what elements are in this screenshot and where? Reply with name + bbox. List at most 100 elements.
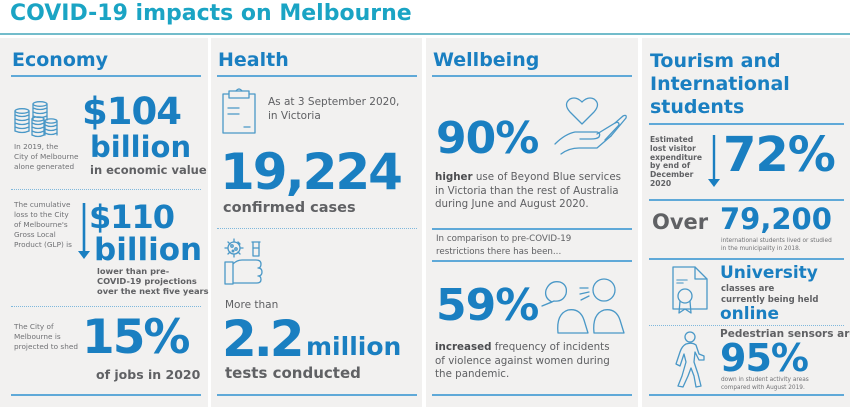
- health-panel: [211, 38, 422, 407]
- health-tests-unit: million: [306, 332, 402, 361]
- wellbeing-divider: [432, 260, 632, 262]
- clipboard-icon: [222, 88, 256, 134]
- intro-line: in Victoria: [268, 110, 321, 122]
- heart-hand-icon: [554, 97, 627, 155]
- down-arrow-icon: [708, 135, 720, 187]
- health-tests-intro: More than: [225, 299, 279, 311]
- tourism-pedestrian-caption: down in student activity areas compared …: [721, 376, 809, 392]
- heading-line: students: [650, 96, 745, 118]
- health-tests-value: 2.2: [222, 310, 305, 368]
- tourism-students-prefix: Over: [652, 210, 709, 234]
- heading-line: Tourism and: [650, 50, 781, 72]
- heading-line: International: [650, 73, 790, 95]
- economy-divider: [11, 306, 201, 307]
- wellbeing-violence-caption: increased frequency of incidents of viol…: [435, 341, 635, 382]
- down-arrow-icon: [78, 203, 90, 259]
- intro-line: projected to shed: [14, 342, 78, 351]
- caption-line: during June and August 2020.: [435, 198, 589, 210]
- tourism-bottom-rule: [649, 394, 844, 396]
- economy-gross-caption: in economic value: [90, 163, 207, 177]
- tourism-students-value: 79,200: [720, 202, 832, 236]
- economy-loss-value: $110: [89, 198, 175, 236]
- intro-line: expenditure: [650, 152, 703, 162]
- caption-line: classes are: [721, 284, 775, 294]
- economy-bottom-rule: [11, 394, 201, 396]
- intro-line: In 2019, the: [14, 142, 59, 151]
- health-cases-value: 19,224: [220, 143, 403, 201]
- intro-line: Estimated: [650, 135, 694, 144]
- tourism-divider: [649, 199, 844, 201]
- economy-jobs-value: 15%: [82, 310, 190, 365]
- intro-line: alone generated: [14, 162, 75, 171]
- caption-line: lower than pre-: [97, 266, 170, 276]
- health-bottom-rule: [217, 394, 417, 396]
- intro-line: Gross Local: [14, 230, 56, 239]
- intro-line: by end of: [650, 161, 691, 171]
- tourism-university-title: University: [720, 263, 818, 283]
- intro-line: Melbourne is: [14, 332, 61, 341]
- economy-gross-value: $104: [82, 90, 182, 133]
- certificate-icon: [672, 266, 708, 314]
- wellbeing-comparison-text: In comparison to pre-COVID-19 restrictio…: [436, 233, 571, 258]
- wellbeing-divider: [432, 228, 632, 230]
- tourism-visitor-intro: Estimated lost visitor expenditure by en…: [650, 135, 703, 189]
- economy-divider: [11, 189, 201, 190]
- economy-heading: Economy: [12, 49, 109, 71]
- economy-stat1-intro: In 2019, the City of Melbourne alone gen…: [14, 142, 84, 172]
- economy-loss-unit: billion: [94, 232, 203, 268]
- title-divider: [0, 33, 850, 35]
- intro-line: December: [650, 170, 694, 180]
- tourism-divider: [649, 258, 844, 260]
- health-tests-caption: tests conducted: [225, 364, 361, 382]
- conversation-people-icon: [541, 278, 625, 334]
- health-cases-caption: confirmed cases: [223, 200, 356, 216]
- economy-heading-rule: [11, 75, 201, 77]
- caption-line: international students lived or studied: [721, 238, 832, 244]
- caption-line: in the municipality in 2018.: [721, 246, 801, 252]
- comparison-line: In comparison to pre-COVID-19: [436, 234, 572, 244]
- caption-line: currently being held: [721, 295, 819, 305]
- tourism-pedestrian-value: 95%: [720, 336, 809, 380]
- intro-line: lost visitor: [650, 143, 696, 153]
- wellbeing-beyond-blue-value: 90%: [436, 113, 539, 164]
- tourism-heading: Tourism and International students: [650, 50, 790, 119]
- wellbeing-beyond-blue-caption: higher use of Beyond Blue services in Vi…: [435, 171, 635, 212]
- economy-stat2-intro: The cumulative loss to the City of Melbo…: [14, 200, 90, 250]
- health-heading: Health: [218, 49, 289, 71]
- intro-line: Product (GLP) is: [14, 240, 72, 249]
- tourism-heading-rule: [649, 123, 844, 125]
- wellbeing-violence-value: 59%: [436, 280, 539, 331]
- comparison-line: restrictions there has been...: [436, 246, 562, 257]
- economy-jobs-caption: of jobs in 2020: [96, 367, 201, 382]
- intro-line: The City of: [14, 322, 54, 331]
- intro-line: 2020: [650, 178, 672, 188]
- caption-line: the pandemic.: [435, 368, 510, 380]
- tourism-panel: [642, 38, 850, 407]
- intro-line: City of Melbourne: [14, 152, 79, 161]
- tourism-visitor-value: 72%: [723, 127, 836, 183]
- wellbeing-heading: Wellbeing: [433, 49, 540, 71]
- tourism-pedestrian-intro: Pedestrian sensors are: [720, 328, 850, 340]
- economy-loss-caption: lower than pre- COVID-19 projections ove…: [97, 266, 209, 296]
- intro-line: of Melbourne's: [14, 220, 68, 229]
- virus-test-tube-icon: [224, 238, 263, 285]
- caption-line: COVID-19 projections: [97, 276, 197, 286]
- caption-line: in Victoria than the rest of Australia: [435, 184, 619, 197]
- caption-line: compared with August 2019.: [721, 385, 805, 391]
- caption-line: over the next five years: [97, 286, 209, 296]
- economy-gross-unit: billion: [90, 130, 192, 164]
- wellbeing-panel: [426, 38, 638, 407]
- health-divider: [217, 228, 417, 229]
- economy-stat3-intro: The City of Melbourne is projected to sh…: [14, 322, 90, 352]
- wellbeing-bottom-rule: [432, 394, 632, 396]
- wellbeing-heading-rule: [432, 75, 632, 77]
- economy-panel: [0, 38, 208, 407]
- intro-line: The cumulative: [14, 200, 71, 209]
- intro-line: loss to the City: [14, 210, 69, 219]
- caption-line: of violence against women during: [435, 354, 610, 367]
- caption-bold: increased: [435, 341, 492, 353]
- caption-line: use of Beyond Blue services: [472, 171, 622, 183]
- tourism-students-caption: international students lived or studied …: [721, 237, 832, 253]
- intro-line: As at 3 September 2020,: [268, 96, 400, 108]
- coins-icon: [14, 101, 58, 138]
